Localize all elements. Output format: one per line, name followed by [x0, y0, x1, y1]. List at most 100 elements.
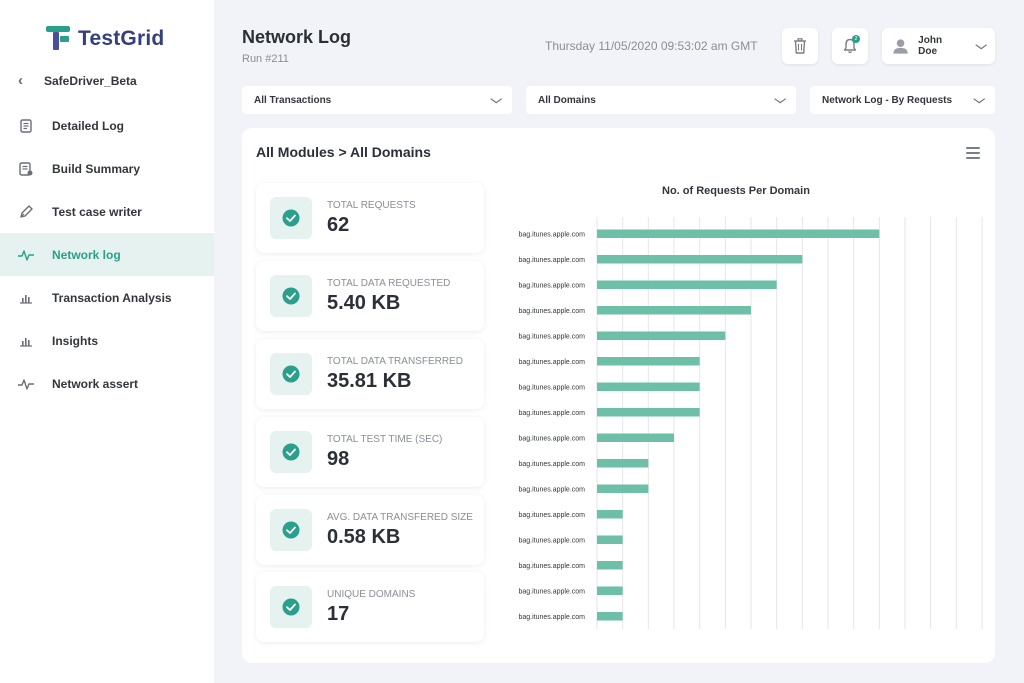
project-back-link[interactable]: ‹ SafeDriver_Beta [18, 72, 137, 89]
notification-badge: 2 [852, 35, 860, 43]
requests-per-domain-chart: bag.itunes.apple.com bag.itunes.apple.com… [518, 217, 983, 629]
pen-icon [18, 204, 34, 220]
category-label: bag.itunes.apple.com [518, 512, 585, 519]
stat-value: 35.81 KB [327, 370, 412, 392]
notifications-button[interactable]: 2 [832, 28, 868, 64]
sidebar-item-test-case-writer[interactable]: Test case writer [0, 190, 214, 233]
chart-title: No. of Requests Per Domain [662, 185, 810, 197]
bar [597, 331, 726, 340]
testgrid-logo-icon [46, 26, 70, 52]
sidebar-item-insights[interactable]: Insights [0, 319, 214, 362]
sidebar-nav: Detailed Log Build Summary Test case wri… [0, 104, 214, 405]
view-filter-select[interactable]: Network Log - By Requests ⌵ [810, 86, 995, 114]
stat-value: 0.58 KB [327, 526, 401, 548]
logo-text: TestGrid [78, 27, 165, 50]
category-label: bag.itunes.apple.com [518, 588, 585, 595]
sidebar-item-transaction-analysis[interactable]: Transaction Analysis [0, 276, 214, 319]
delete-button[interactable] [782, 28, 818, 64]
sidebar-item-label: Network log [52, 247, 121, 262]
category-label: bag.itunes.apple.com [518, 486, 585, 493]
sidebar-item-label: Build Summary [52, 161, 141, 176]
user-avatar-icon [893, 39, 908, 54]
check-circle-icon [270, 197, 312, 239]
domains-filter-value: All Domains [538, 94, 596, 106]
view-filter-value: Network Log - By Requests [822, 94, 953, 106]
bar [597, 484, 649, 493]
category-label: bag.itunes.apple.com [518, 563, 585, 570]
transactions-filter-value: All Transactions [254, 94, 332, 106]
page-title: Network Log [242, 27, 352, 47]
category-label: bag.itunes.apple.com [518, 282, 585, 289]
category-label: bag.itunes.apple.com [518, 461, 585, 468]
user-menu[interactable]: John Doe ⌵ [882, 28, 995, 64]
stat-label: TOTAL DATA TRANSFERRED [327, 356, 463, 367]
bar [597, 535, 623, 544]
transactions-filter-select[interactable]: All Transactions ⌵ [242, 86, 512, 114]
stat-value: 98 [327, 448, 350, 470]
sidebar-item-label: Transaction Analysis [52, 290, 172, 305]
logo[interactable]: TestGrid [46, 26, 164, 52]
chevron-down-icon: ⌵ [974, 39, 987, 52]
stat-label: UNIQUE DOMAINS [327, 589, 416, 600]
hamburger-menu-icon[interactable] [966, 147, 980, 162]
bar [597, 306, 751, 315]
bar [597, 382, 700, 391]
check-circle-icon [270, 509, 312, 551]
stat-label: TOTAL REQUESTS [327, 200, 416, 211]
sidebar-item-label: Detailed Log [52, 118, 125, 133]
stat-label: TOTAL TEST TIME (SEC) [327, 434, 443, 445]
chevron-left-icon: ‹ [18, 72, 23, 89]
chevron-down-icon: ⌵ [489, 93, 502, 106]
bar [597, 255, 803, 264]
check-circle-icon [270, 275, 312, 317]
sidebar-item-network-log[interactable]: Network log [0, 233, 214, 276]
category-label: bag.itunes.apple.com [518, 333, 585, 340]
bar [597, 280, 777, 289]
sidebar-item-detailed-log[interactable]: Detailed Log [0, 104, 214, 147]
category-label: bag.itunes.apple.com [518, 308, 585, 315]
category-label: bag.itunes.apple.com [518, 359, 585, 366]
category-label: bag.itunes.apple.com [518, 614, 585, 621]
category-label: bag.itunes.apple.com [518, 435, 585, 442]
stat-card-unique-domains: UNIQUE DOMAINS 17 [256, 572, 484, 642]
network-log-panel: All Modules > All Domains TOTAL REQUESTS… [242, 128, 995, 663]
category-label: bag.itunes.apple.com [518, 410, 585, 417]
document-icon [18, 118, 34, 134]
sidebar-item-label: Test case writer [52, 204, 142, 219]
category-label: bag.itunes.apple.com [518, 384, 585, 391]
sidebar-item-build-summary[interactable]: Build Summary [0, 147, 214, 190]
project-name: SafeDriver_Beta [44, 73, 137, 88]
panel-breadcrumb: All Modules > All Domains [256, 144, 431, 160]
bar [597, 433, 674, 442]
stat-card-total-test-time: TOTAL TEST TIME (SEC) 98 [256, 417, 484, 487]
check-circle-icon [270, 586, 312, 628]
sidebar-item-label: Network assert [52, 376, 139, 391]
chevron-down-icon: ⌵ [972, 93, 985, 106]
user-name: John Doe [918, 35, 943, 57]
bar [597, 357, 700, 366]
datetime-display: Thursday 11/05/2020 09:53:02 am GMT [545, 39, 758, 53]
stat-value: 5.40 KB [327, 292, 401, 314]
bar [597, 510, 623, 519]
stat-value: 62 [327, 214, 350, 236]
sidebar-item-label: Insights [52, 333, 99, 348]
sidebar-item-network-assert[interactable]: Network assert [0, 362, 214, 405]
stat-card-total-data-requested: TOTAL DATA REQUESTED 5.40 KB [256, 261, 484, 331]
bar [597, 408, 700, 417]
stat-value: 17 [327, 603, 350, 625]
bar-chart-icon [18, 333, 34, 349]
check-circle-icon [270, 353, 312, 395]
bar [597, 459, 649, 468]
stat-card-total-data-transferred: TOTAL DATA TRANSFERRED 35.81 KB [256, 339, 484, 409]
bar [597, 229, 880, 238]
pulse-icon [18, 247, 34, 263]
stat-card-avg-data-size: AVG. DATA TRANSFERED SIZE 0.58 KB [256, 495, 484, 565]
bar [597, 586, 623, 595]
domains-filter-select[interactable]: All Domains ⌵ [526, 86, 796, 114]
bar-chart-icon [18, 290, 34, 306]
stat-label: AVG. DATA TRANSFERED SIZE [327, 512, 473, 523]
stat-label: TOTAL DATA REQUESTED [327, 278, 451, 289]
summary-icon [18, 161, 34, 177]
chevron-down-icon: ⌵ [773, 93, 786, 106]
stat-card-total-requests: TOTAL REQUESTS 62 [256, 183, 484, 253]
